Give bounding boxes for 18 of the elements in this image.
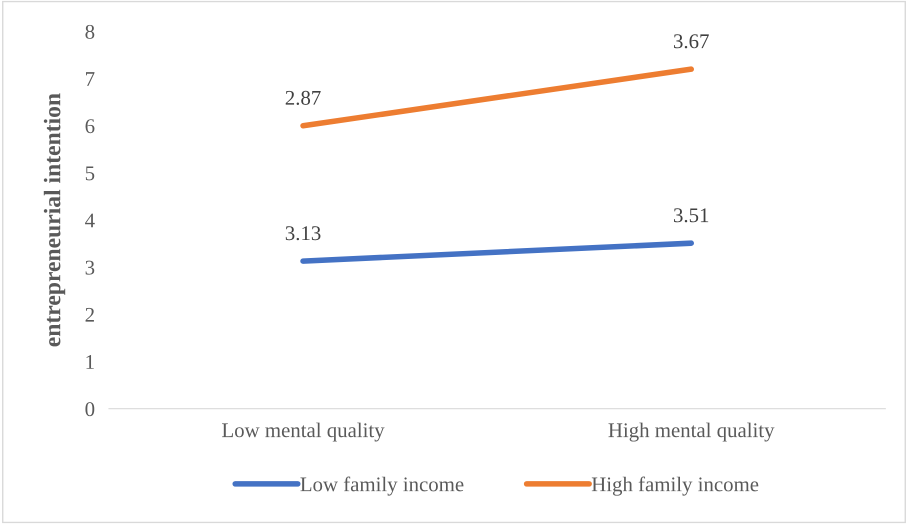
y-tick-label: 5 (86, 166, 94, 180)
data-label: 3.13 (286, 226, 320, 240)
legend-label: High family income (592, 476, 758, 496)
annotation: 3.67 (674, 34, 709, 48)
data-label: 3.51 (674, 208, 708, 222)
x-tick-label: Low mental quality (222, 422, 385, 442)
x-tick-label: High mental quality (608, 422, 774, 442)
annotation: 2.87 (286, 90, 321, 105)
y-tick-label: 3 (86, 260, 94, 275)
legend-label: Low family income (300, 476, 464, 496)
y-tick-label: 8 (85, 24, 94, 39)
y-tick-label: 6 (86, 119, 94, 134)
y-tick-label: 7 (86, 72, 94, 86)
y-tick-label: 1 (86, 355, 94, 369)
y-tick-label: 4 (85, 214, 95, 228)
y-tick-label: 0 (85, 402, 94, 416)
y-axis-title: entrepreneurial intention (44, 93, 66, 346)
y-tick-label: 2 (86, 308, 94, 322)
